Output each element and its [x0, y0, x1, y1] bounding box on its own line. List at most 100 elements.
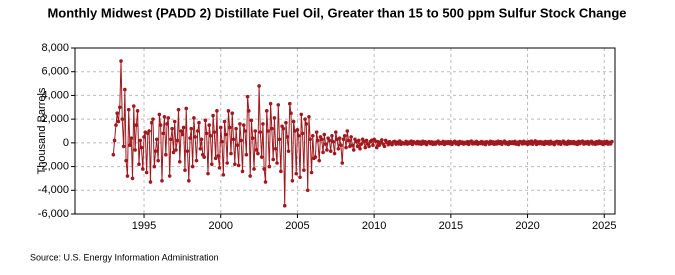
- data-point: [344, 145, 348, 150]
- data-point: [206, 171, 210, 176]
- x-tick-label: 2000: [208, 220, 232, 232]
- data-point: [116, 119, 121, 124]
- data-point: [129, 136, 134, 140]
- data-point: [286, 149, 291, 153]
- y-tick-label: 0: [63, 137, 69, 149]
- data-point: [222, 119, 227, 124]
- data-point: [262, 167, 266, 171]
- data-point: [364, 138, 369, 143]
- data-point: [212, 130, 217, 134]
- data-point: [239, 138, 243, 143]
- x-tick-label: 2015: [439, 220, 463, 232]
- data-point: [230, 111, 235, 116]
- data-point: [332, 151, 337, 156]
- data-point: [126, 107, 131, 112]
- data-point: [184, 106, 189, 111]
- data-point: [322, 132, 327, 137]
- data-point: [114, 123, 118, 127]
- data-point: [231, 137, 236, 142]
- data-point: [285, 135, 289, 139]
- data-point: [281, 126, 286, 131]
- data-point: [193, 135, 197, 139]
- data-point: [325, 148, 329, 152]
- data-point: [185, 149, 190, 153]
- data-point: [350, 143, 355, 148]
- data-point: [319, 137, 324, 142]
- data-point: [303, 117, 307, 121]
- data-point: [130, 176, 135, 181]
- data-point: [336, 146, 341, 151]
- data-point: [295, 128, 300, 132]
- data-point: [358, 146, 362, 151]
- data-point: [371, 143, 375, 148]
- data-point: [229, 151, 233, 156]
- data-point: [342, 133, 347, 138]
- data-point: [327, 138, 332, 143]
- data-point: [151, 117, 155, 121]
- data-point: [204, 131, 209, 136]
- data-point: [115, 111, 119, 116]
- data-point: [465, 139, 470, 144]
- data-point: [279, 169, 283, 174]
- data-point: [157, 112, 162, 117]
- x-tick-label: 2025: [592, 220, 616, 232]
- y-tick-label: 2,000: [41, 113, 69, 125]
- data-point: [226, 109, 231, 113]
- data-point: [139, 145, 144, 150]
- data-point: [125, 174, 130, 178]
- data-point: [134, 123, 139, 127]
- data-point: [374, 145, 379, 150]
- data-point: [234, 126, 238, 131]
- data-point: [302, 168, 306, 172]
- data-point: [128, 143, 132, 148]
- data-point: [188, 136, 192, 140]
- data-point: [166, 116, 171, 120]
- data-point: [164, 152, 168, 157]
- data-point: [275, 161, 279, 165]
- data-point: [258, 130, 263, 134]
- x-tick-label: 1995: [132, 220, 156, 232]
- data-point: [111, 152, 116, 157]
- data-point: [243, 129, 247, 133]
- data-point: [259, 155, 264, 159]
- data-point: [213, 156, 218, 161]
- data-point: [270, 126, 274, 131]
- series-line: [112, 61, 613, 206]
- data-point: [516, 142, 521, 147]
- data-point: [271, 157, 276, 162]
- data-point: [179, 129, 183, 133]
- data-point: [241, 123, 246, 127]
- data-point: [138, 138, 142, 143]
- data-point: [349, 135, 353, 139]
- data-point: [167, 174, 172, 178]
- data-point: [296, 133, 301, 138]
- x-tick-label: 2010: [362, 220, 386, 232]
- data-point: [339, 143, 343, 148]
- data-point: [162, 114, 167, 119]
- data-point: [177, 160, 182, 164]
- data-point: [321, 150, 325, 155]
- data-point: [137, 162, 141, 166]
- data-point: [190, 164, 195, 169]
- data-point: [287, 101, 292, 106]
- data-point: [199, 137, 204, 142]
- data-point: [346, 138, 351, 143]
- data-point: [233, 162, 237, 166]
- data-point: [218, 125, 223, 130]
- data-point: [328, 149, 333, 153]
- plot-frame: [74, 47, 616, 215]
- data-point: [337, 136, 342, 140]
- data-point: [367, 144, 371, 149]
- chart-title: Monthly Midwest (PADD 2) Distillate Fuel…: [47, 5, 626, 20]
- data-point: [119, 59, 123, 63]
- data-point: [152, 164, 157, 169]
- y-axis-label: Thousand Barrels: [36, 87, 48, 174]
- data-point: [483, 142, 488, 147]
- data-point: [330, 133, 334, 138]
- data-point: [224, 132, 228, 137]
- data-point: [294, 171, 299, 176]
- data-point: [305, 188, 310, 193]
- x-tick-label: 2020: [515, 220, 539, 232]
- data-point: [183, 168, 187, 172]
